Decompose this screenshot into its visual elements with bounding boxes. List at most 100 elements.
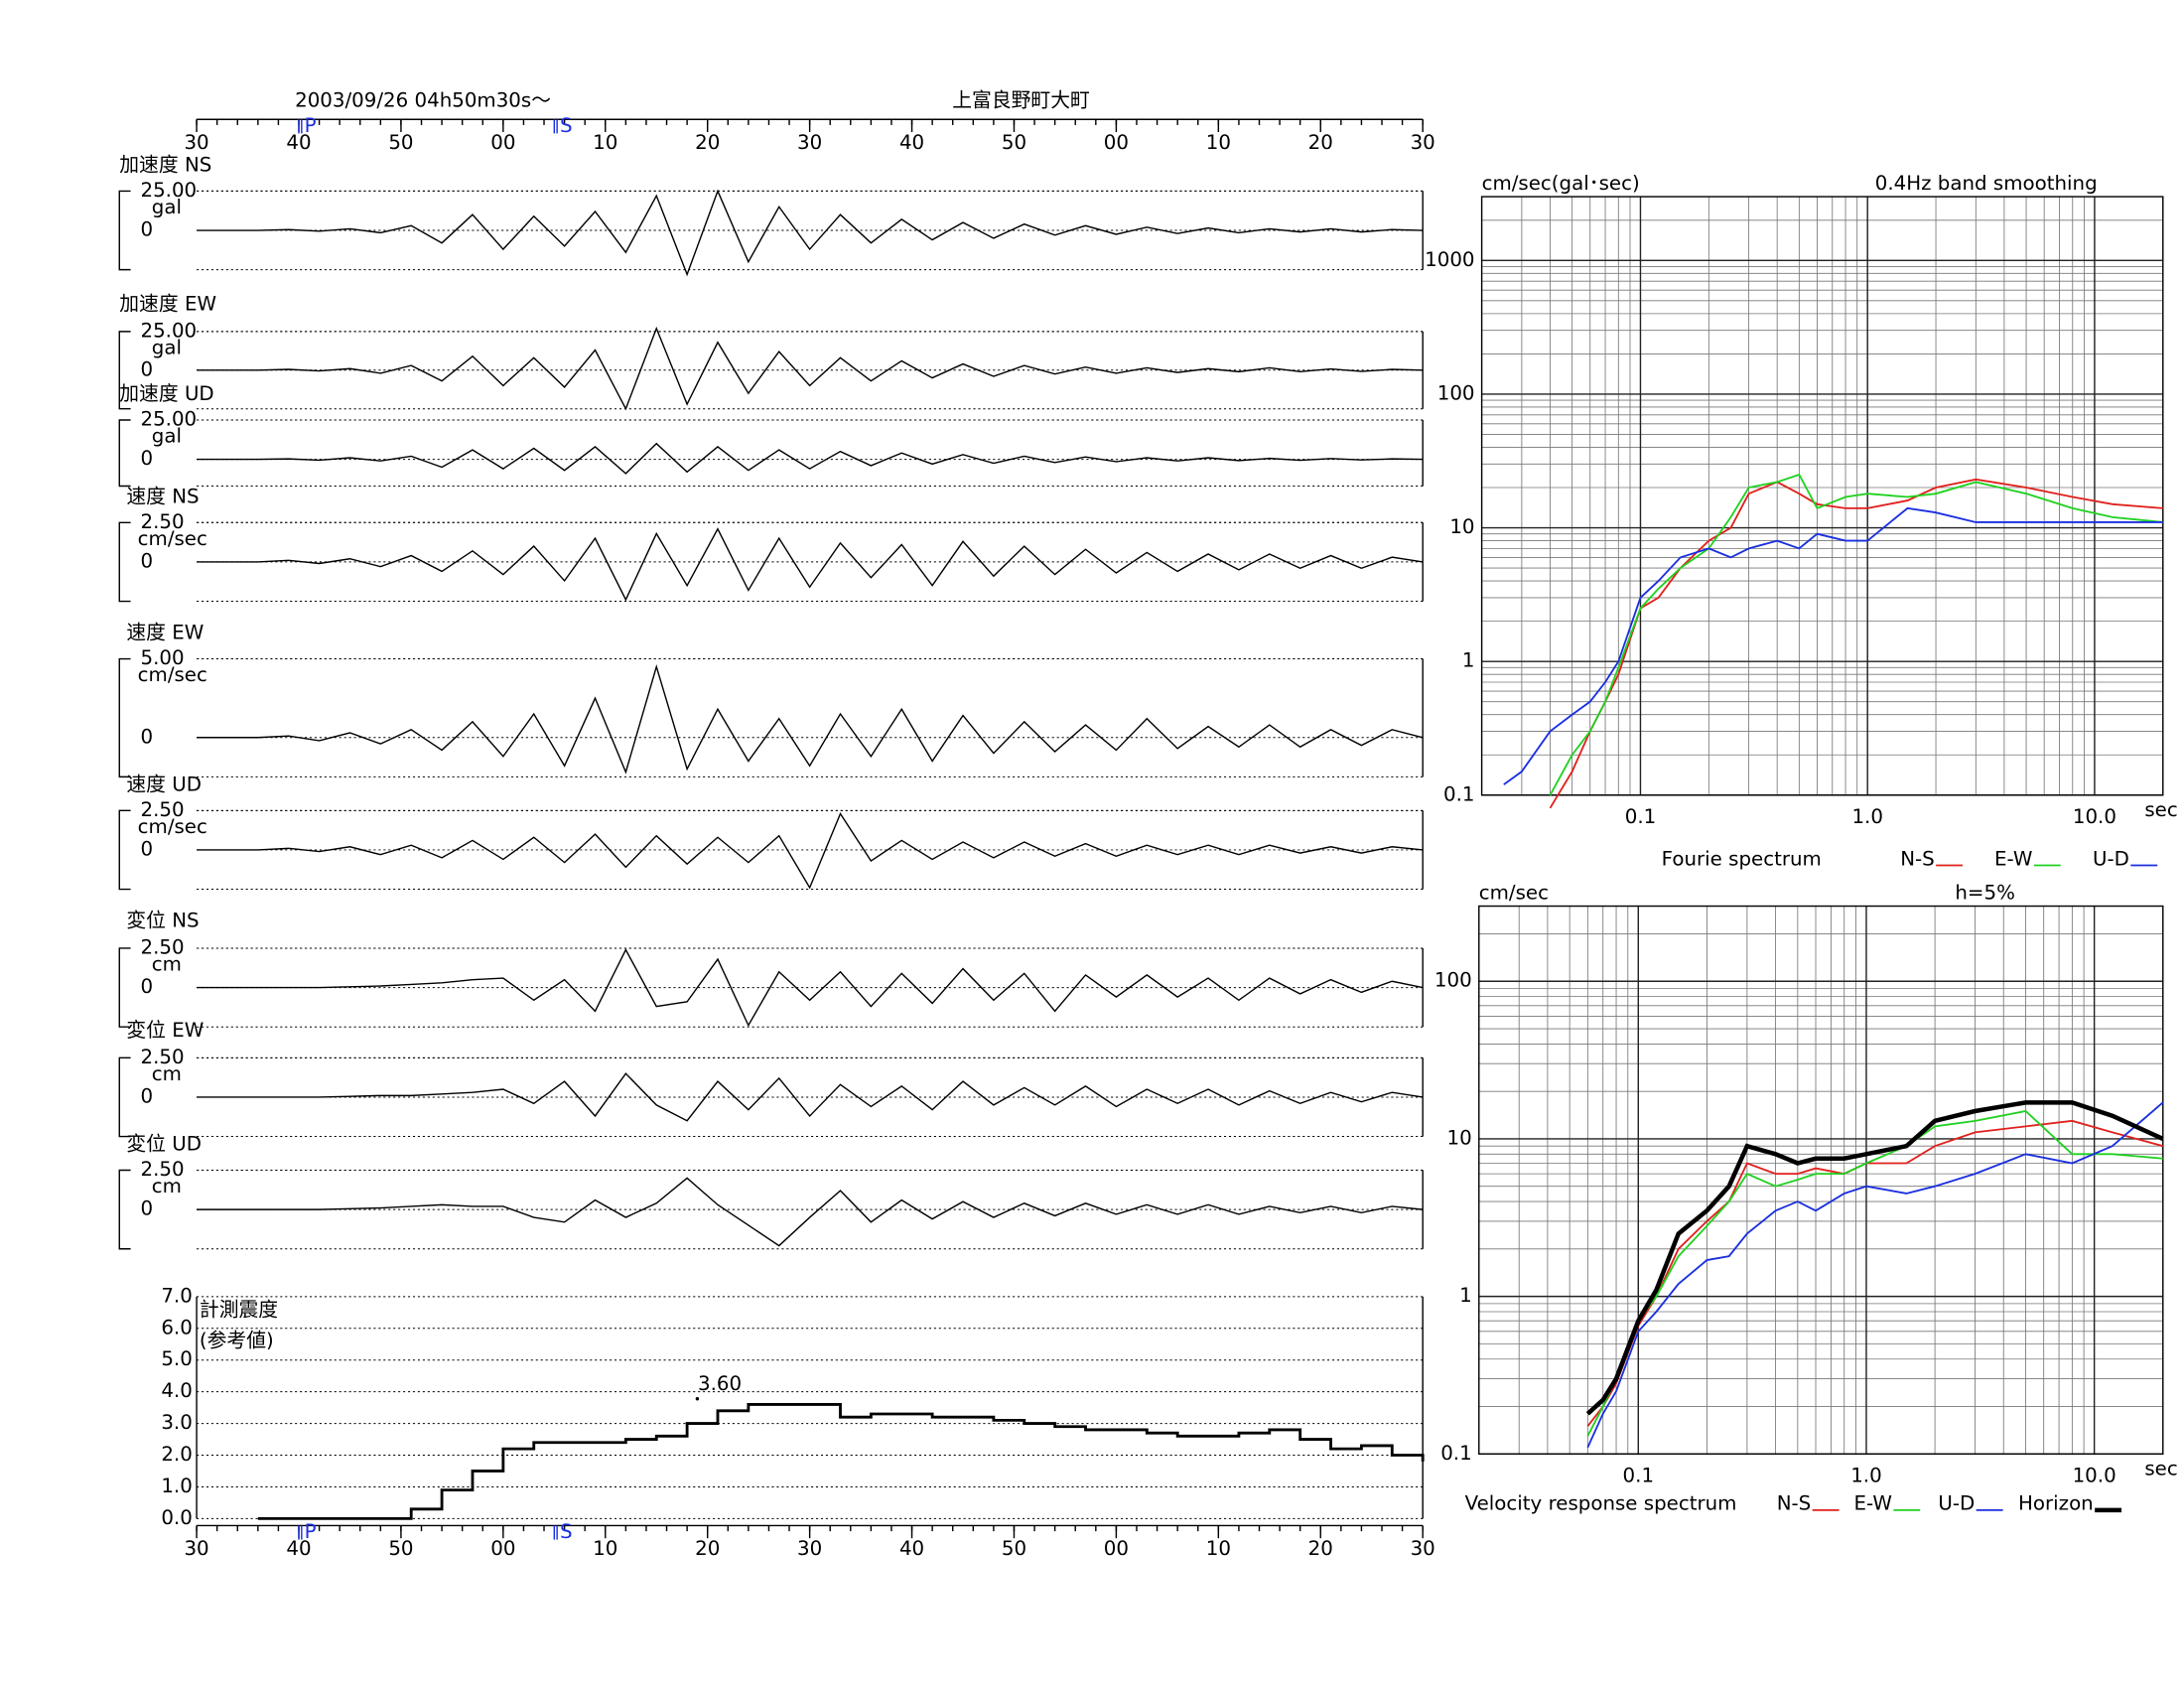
phase-label: P <box>305 114 317 137</box>
x-tick-label: 20 <box>1308 1537 1333 1560</box>
series-line <box>1503 506 2163 785</box>
y-tick-label: 100 <box>1434 969 1472 992</box>
y-tick-label: 1000 <box>1425 248 1474 271</box>
x-tick-label: 1.0 <box>1850 1464 1881 1486</box>
series-line <box>1549 478 2163 809</box>
y-tick-label: 4.0 <box>161 1379 192 1402</box>
waveform <box>197 442 1424 475</box>
x-tick-label: 10 <box>1206 1537 1231 1560</box>
x-tick-label: 40 <box>899 131 924 154</box>
x-tick-label: 10 <box>1206 131 1231 154</box>
y-tick-label: 0 <box>140 975 153 998</box>
x-tick-label: 10.0 <box>2073 1464 2116 1486</box>
waveform <box>197 527 1424 602</box>
y-axis-label: cm/sec <box>1479 881 1549 904</box>
legend-label: Horizon <box>2018 1492 2094 1515</box>
y-tick-label: 3.0 <box>161 1411 192 1434</box>
y-tick-label: 1 <box>1459 1284 1472 1307</box>
x-tick-label: 0.1 <box>1623 1464 1654 1486</box>
y-tick-label: 25.00 <box>140 408 197 431</box>
y-tick-label: 0.1 <box>1443 782 1474 805</box>
panel-title: 変位 NS <box>126 910 199 932</box>
y-tick-label: 1.0 <box>161 1475 192 1497</box>
x-axis-label: sec <box>2144 798 2177 821</box>
annotation-dot <box>695 1397 700 1401</box>
panel-bracket <box>118 331 131 410</box>
unit-label: cm/sec <box>138 663 207 686</box>
plot-frame <box>1480 196 2164 796</box>
chart-subtitle: (参考値) <box>200 1330 274 1352</box>
x-tick-label: 50 <box>388 131 413 154</box>
y-tick-label: 6.0 <box>161 1316 192 1338</box>
y-tick-label: 2.50 <box>140 935 184 958</box>
y-tick-label: 2.50 <box>140 1046 184 1068</box>
panel-bracket <box>118 521 131 603</box>
y-tick-label: 1 <box>1462 649 1475 672</box>
panel-title: 加速度 EW <box>119 293 216 316</box>
legend-label: U-D <box>1938 1492 1975 1515</box>
y-tick-label: 0 <box>140 725 153 748</box>
x-tick-label: 40 <box>286 1537 311 1560</box>
panel-bracket <box>118 809 131 891</box>
y-tick-label: 10 <box>1446 1126 1471 1149</box>
unit-label: gal <box>152 336 182 358</box>
panel-bracket <box>118 1056 131 1138</box>
x-tick-label: 30 <box>797 131 822 154</box>
x-tick-label: 00 <box>490 1537 515 1560</box>
y-tick-label: 2.50 <box>140 1158 184 1181</box>
legend-label: N-S <box>1777 1492 1812 1515</box>
waveform <box>197 1072 1424 1122</box>
x-tick-label: 20 <box>1308 131 1333 154</box>
x-tick-label: 50 <box>388 1537 413 1560</box>
x-tick-label: 00 <box>1104 1537 1129 1560</box>
x-axis-label: sec <box>2144 1457 2177 1479</box>
legend-label: E-W <box>1994 847 2032 870</box>
x-tick-label: 40 <box>899 1537 924 1560</box>
panel-bracket <box>118 657 131 778</box>
waveform <box>197 948 1424 1028</box>
panel-bracket <box>118 1169 131 1250</box>
x-tick-label: 10 <box>593 1537 617 1560</box>
legend-label: E-W <box>1854 1492 1892 1515</box>
x-tick-label: 10.0 <box>2073 805 2116 828</box>
y-tick-label: 0.1 <box>1440 1442 1471 1465</box>
y-tick-label: 2.0 <box>161 1443 192 1466</box>
unit-label: cm <box>152 952 182 975</box>
chart-title: Velocity response spectrum <box>1465 1492 1737 1515</box>
x-tick-label: 00 <box>1104 131 1129 154</box>
unit-label: cm <box>152 1175 182 1197</box>
y-tick-label: 0 <box>140 218 153 241</box>
series-line <box>1586 1101 2164 1449</box>
x-tick-label: 1.0 <box>1851 805 1882 828</box>
y-tick-label: 2.50 <box>140 510 184 533</box>
panel-title: 速度 NS <box>126 485 199 507</box>
x-tick-label: 50 <box>1002 131 1026 154</box>
y-tick-label: 5.0 <box>161 1347 192 1370</box>
legend-label: U-D <box>2093 847 2129 870</box>
y-axis-label: cm/sec(gal･sec) <box>1482 172 1640 195</box>
annotation: 3.60 <box>698 1372 742 1395</box>
y-tick-label: 0 <box>140 447 153 470</box>
panel-bracket <box>118 947 131 1028</box>
panel-title: 変位 UD <box>126 1133 202 1156</box>
unit-label: cm/sec <box>138 815 207 838</box>
waveform <box>197 1177 1424 1247</box>
x-tick-label: 40 <box>286 131 311 154</box>
x-tick-label: 00 <box>490 131 515 154</box>
panel-title: 加速度 UD <box>119 382 213 405</box>
panel-title: 速度 UD <box>126 773 202 795</box>
x-tick-label: 10 <box>593 131 617 154</box>
panel-title: 速度 EW <box>126 622 204 644</box>
y-tick-label: 0 <box>140 549 153 572</box>
station-label: 上富良野町大町 <box>952 88 1090 111</box>
panel-bracket <box>118 419 131 488</box>
x-tick-label: 30 <box>797 1537 822 1560</box>
panel-bracket <box>118 190 131 271</box>
y-tick-label: 7.0 <box>161 1284 192 1307</box>
chart-title: Fourie spectrum <box>1662 847 1822 870</box>
y-tick-label: 0.0 <box>161 1506 192 1529</box>
y-tick-label: 2.50 <box>140 798 184 821</box>
intensity-line <box>257 1402 1425 1520</box>
date-label: 2003/09/26 04h50m30s〜 <box>295 88 551 111</box>
chart-title: 計測震度 <box>200 1298 278 1321</box>
